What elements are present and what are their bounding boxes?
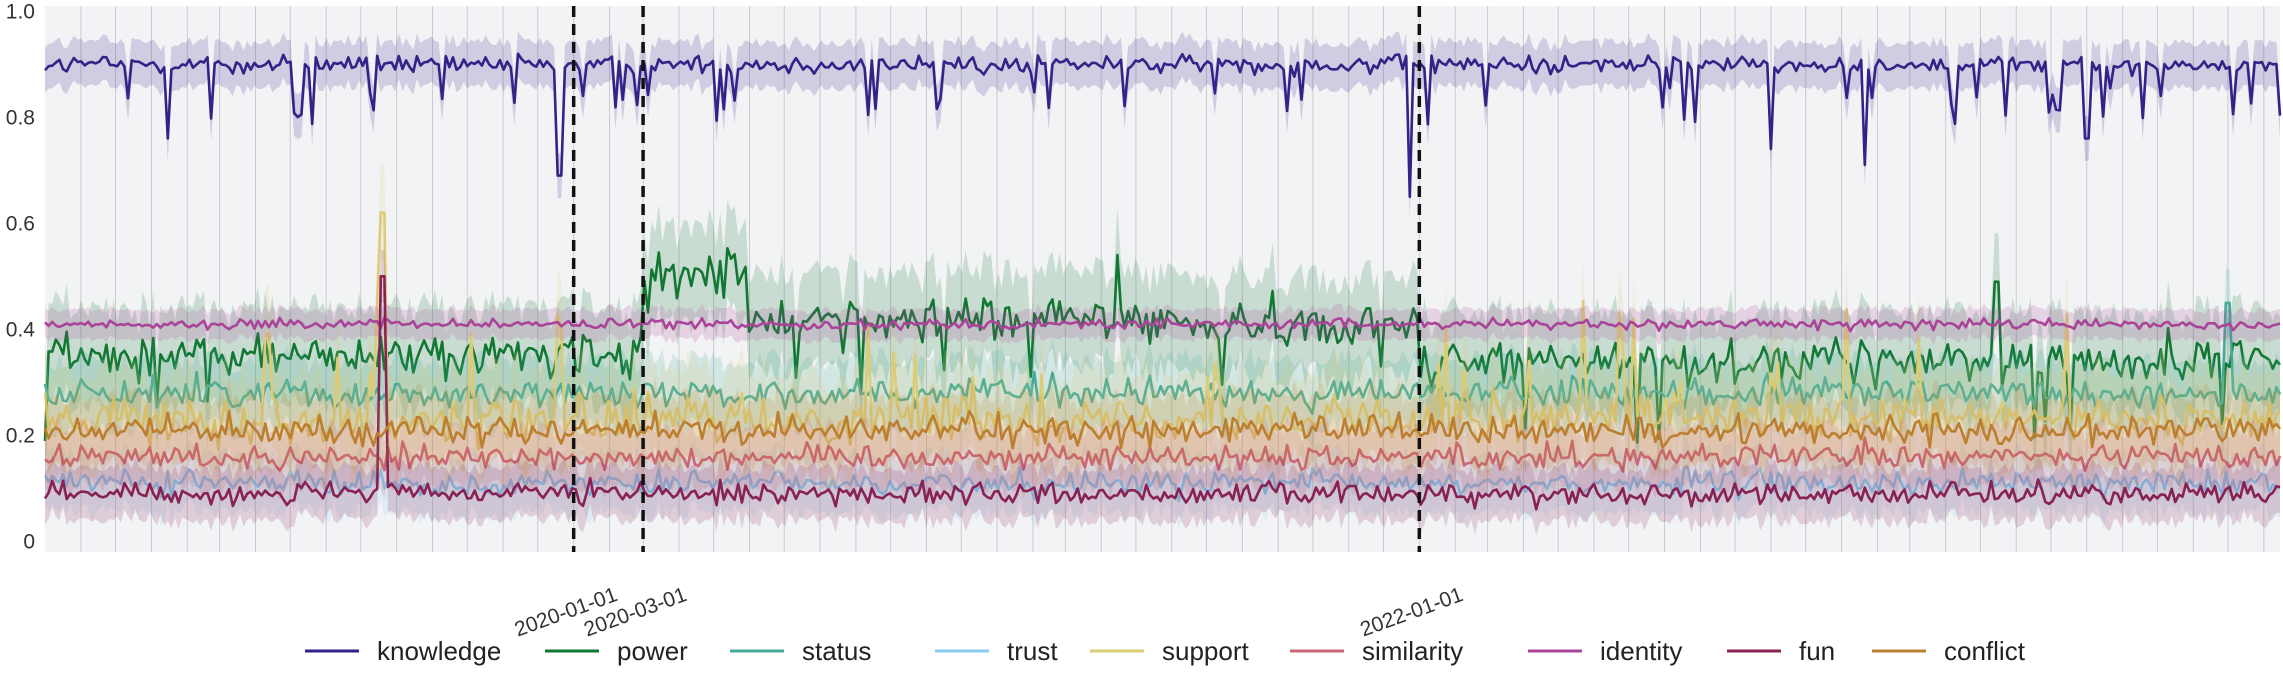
series-band-power	[45, 200, 2280, 491]
series-support	[43, 164, 2281, 498]
series-line-status	[43, 301, 2282, 415]
series-identity	[44, 302, 2281, 346]
series-band-support	[45, 164, 2280, 498]
x-tick-label: 2022-01-01	[1357, 583, 1466, 641]
legend-label-support: support	[1162, 636, 1249, 666]
event-lines	[571, 6, 1422, 552]
series-line-conflict	[43, 409, 2282, 450]
series-group	[43, 31, 2282, 536]
series-similarity	[44, 408, 2282, 501]
y-tick-label: 0.6	[6, 212, 35, 235]
series-line-fun	[43, 275, 2281, 511]
series-band-fun	[45, 250, 2280, 536]
series-line-trust	[43, 465, 2281, 502]
series-trust	[43, 437, 2281, 530]
series-band-status	[45, 268, 2280, 448]
y-tick-label: 0	[23, 530, 35, 553]
legend-label-identity: identity	[1600, 636, 1682, 666]
legend-label-trust: trust	[1007, 636, 1058, 666]
series-knowledge	[44, 31, 2282, 220]
series-line-identity	[44, 316, 2281, 333]
legend-label-similarity: similarity	[1362, 636, 1463, 666]
legend-label-status: status	[802, 636, 871, 666]
series-band-knowledge	[45, 31, 2280, 220]
y-tick-label: 0.8	[6, 106, 35, 129]
series-line-support	[43, 211, 2281, 451]
series-line-knowledge	[44, 52, 2282, 199]
y-axis: 0 0.2 0.4 0.6 0.8 1.0	[6, 0, 36, 553]
legend-label-conflict: conflict	[1944, 636, 2026, 666]
series-status	[43, 268, 2282, 448]
legend-label-knowledge: knowledge	[377, 636, 501, 666]
series-line-power	[43, 247, 2281, 444]
series-band-conflict	[45, 376, 2280, 483]
y-tick-label: 0.2	[6, 424, 35, 447]
legend-label-fun: fun	[1799, 636, 1835, 666]
series-conflict	[43, 376, 2282, 483]
series-fun	[43, 250, 2281, 536]
series-power	[43, 200, 2281, 491]
legend: knowledge power status trust support similari…	[305, 636, 2026, 666]
y-tick-label: 1.0	[6, 0, 35, 23]
y-tick-label: 0.4	[6, 318, 36, 341]
series-line-similarity	[44, 436, 2282, 473]
legend-label-power: power	[617, 636, 688, 666]
